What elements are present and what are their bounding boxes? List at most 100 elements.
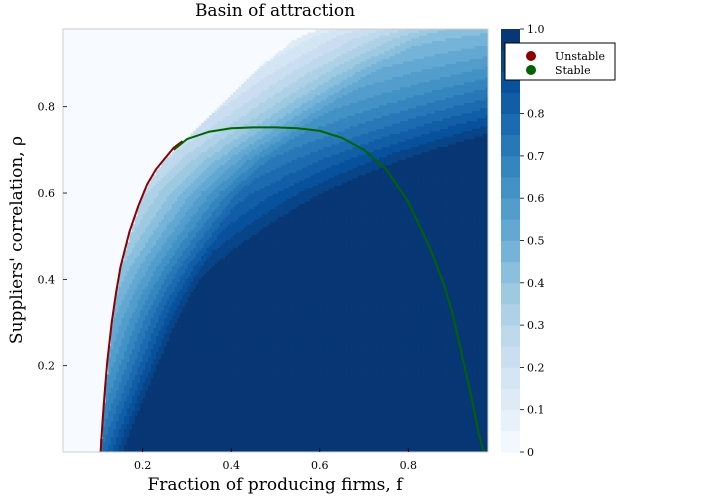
contour-cell <box>113 338 117 342</box>
contour-cell <box>113 433 117 438</box>
contour-cell <box>129 244 133 249</box>
contour-cell <box>132 433 136 438</box>
contour-cell <box>142 325 146 329</box>
contour-cell <box>124 374 128 378</box>
contour-cell <box>132 353 136 357</box>
contour-cell <box>126 299 131 303</box>
contour-cell <box>142 415 146 419</box>
contour-cell <box>126 262 131 267</box>
contour-cell <box>145 244 149 249</box>
contour-cell <box>142 193 146 197</box>
contour-cell <box>145 260 149 264</box>
contour-cell <box>118 358 123 362</box>
contour-cell <box>142 198 146 202</box>
contour-cell <box>126 249 131 254</box>
contour-cell <box>108 387 112 391</box>
contour-cell <box>132 371 136 375</box>
contour-cell <box>129 327 133 331</box>
contour-cell <box>140 275 144 280</box>
contour-cell <box>145 317 149 321</box>
contour-cell <box>129 446 133 451</box>
contour-cell <box>142 239 146 243</box>
contour-cell <box>121 402 125 406</box>
contour-cell <box>124 304 128 308</box>
contour-cell <box>121 415 125 419</box>
contour-cell <box>137 265 141 269</box>
contour-cell <box>134 405 138 409</box>
contour-cell <box>140 273 144 277</box>
contour-cell <box>150 273 154 277</box>
contour-cell <box>126 322 131 326</box>
contour-cell <box>108 402 112 406</box>
contour-cell <box>110 369 115 373</box>
contour-cell <box>121 431 125 435</box>
contour-cell <box>148 317 152 321</box>
contour-cell <box>145 255 149 259</box>
contour-cell <box>124 281 128 285</box>
contour-cell <box>142 268 146 272</box>
contour-cell <box>126 345 131 350</box>
contour-cell <box>132 325 136 329</box>
contour-cell <box>150 376 154 381</box>
contour-cell <box>134 322 138 326</box>
contour-cell <box>137 270 141 274</box>
contour-cell <box>150 340 154 344</box>
contour-cell <box>121 369 125 373</box>
contour-cell <box>105 418 109 422</box>
contour-cell <box>137 283 141 287</box>
contour-cell <box>137 332 141 337</box>
contour-cell <box>129 335 133 339</box>
contour-cell <box>110 340 115 344</box>
contour-cell <box>145 296 149 300</box>
contour-cell <box>134 257 138 261</box>
contour-cell <box>140 229 144 233</box>
contour-cell <box>108 376 112 381</box>
contour-cell <box>102 428 107 432</box>
contour-cell <box>126 281 131 285</box>
contour-cell <box>153 306 157 311</box>
contour-cell <box>134 229 138 233</box>
contour-cell <box>134 407 138 412</box>
contour-cell <box>142 278 146 282</box>
contour-cell <box>134 420 138 425</box>
contour-cell <box>129 426 133 430</box>
contour-cell <box>118 322 123 326</box>
contour-cell <box>137 413 141 417</box>
contour-cell <box>137 262 141 267</box>
contour-cell <box>126 244 131 249</box>
contour-cell <box>140 340 144 344</box>
contour-cell <box>134 397 138 401</box>
contour-cell <box>110 395 115 399</box>
contour-cell <box>126 273 131 277</box>
contour-cell <box>148 332 152 337</box>
contour-cell <box>148 234 152 238</box>
contour-cell <box>116 405 120 409</box>
contour-cell <box>124 327 128 331</box>
contour-cell <box>118 389 123 394</box>
contour-cell <box>140 384 144 388</box>
contour-cell <box>134 309 138 313</box>
contour-cell <box>137 376 141 381</box>
contour-cell <box>137 415 141 419</box>
contour-cell <box>140 322 144 326</box>
contour-cell <box>121 327 125 331</box>
contour-cell <box>118 312 123 316</box>
contour-cell <box>116 299 120 303</box>
contour-cell <box>150 397 154 401</box>
contour-cell <box>137 371 141 375</box>
contour-cell <box>126 268 131 272</box>
contour-cell <box>126 242 131 246</box>
contour-cell <box>150 356 154 360</box>
contour-cell <box>142 358 146 362</box>
contour-cell <box>140 382 144 386</box>
contour-cell <box>134 446 138 451</box>
contour-cell <box>142 369 146 373</box>
contour-cell <box>148 296 152 300</box>
contour-cell <box>137 397 141 401</box>
contour-cell <box>142 229 146 233</box>
contour-cell <box>118 366 123 370</box>
contour-cell <box>150 348 154 352</box>
contour-cell <box>129 356 133 360</box>
contour-cell <box>140 436 144 440</box>
contour-cell <box>153 319 157 324</box>
